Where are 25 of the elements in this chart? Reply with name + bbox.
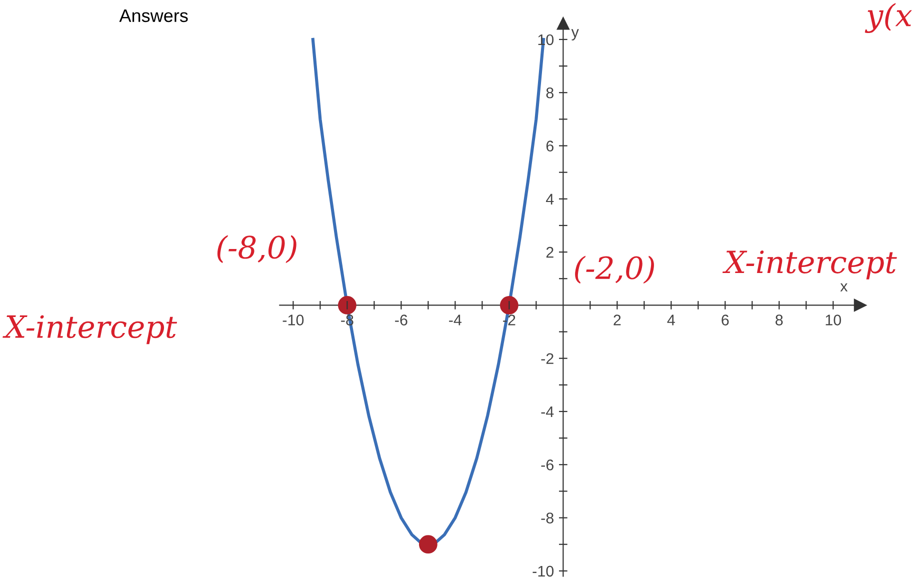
- x-tick-label: 10: [826, 314, 842, 326]
- y-tick-label: -10: [532, 566, 554, 577]
- annotation: (-8,0): [217, 235, 296, 264]
- chart-title: Answers: [119, 9, 188, 22]
- x-axis-title: x: [840, 283, 848, 292]
- annotation: (-2,0): [575, 256, 654, 284]
- text: X-intercept: [2, 315, 178, 344]
- y-tick-label: -2: [541, 353, 554, 364]
- y-tick-label: -6: [541, 460, 554, 470]
- x-tick-label: -6: [395, 314, 408, 326]
- y-tick-label: 6: [546, 140, 554, 152]
- x-tick-label: 6: [722, 314, 729, 326]
- x-tick-label: 4: [667, 314, 675, 326]
- text: y(x: [864, 2, 912, 33]
- y-axis-title: y: [571, 29, 579, 40]
- x-tick-label: 2: [614, 314, 621, 326]
- x-tick-label: -10: [282, 314, 304, 326]
- y-tick-label: -4: [541, 406, 554, 418]
- annotation: X-intercept: [722, 250, 897, 280]
- y-tick-label: 8: [546, 87, 554, 98]
- y-tick-label: 4: [546, 194, 554, 204]
- y-tick-label: -8: [541, 512, 554, 524]
- x-tick-label: -4: [449, 314, 462, 326]
- y-tick-label: 2: [546, 246, 554, 258]
- x-tick-label: 8: [776, 314, 783, 326]
